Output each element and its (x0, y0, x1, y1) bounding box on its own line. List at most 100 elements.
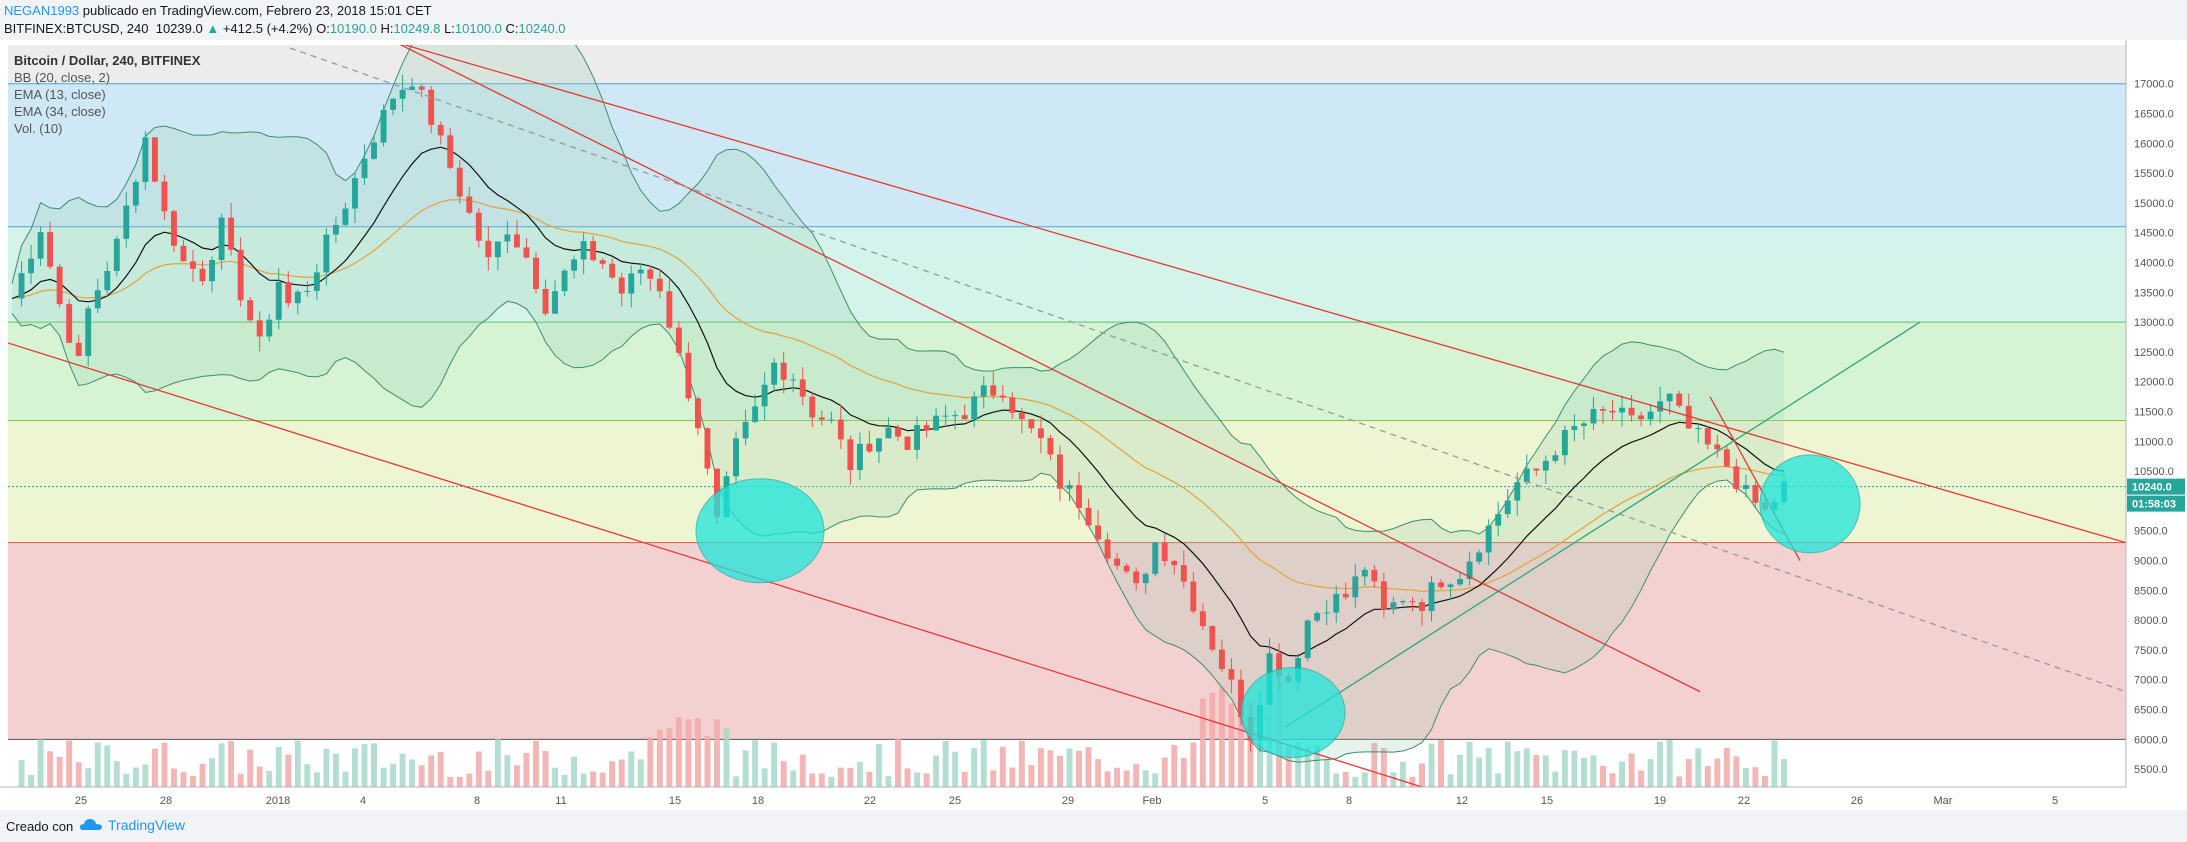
volume-bar (1561, 750, 1568, 787)
candle-body (942, 415, 949, 417)
candle-body (1742, 485, 1749, 489)
x-tick-label: 8 (474, 795, 480, 807)
volume-bar (790, 770, 797, 787)
y-tick-label: 10500.0 (2134, 466, 2174, 478)
volume-bar (904, 768, 911, 787)
y-tick-label: 16500.0 (2134, 109, 2174, 121)
candle-body (75, 342, 82, 356)
legend-ema34[interactable]: EMA (34, close) (14, 104, 106, 119)
volume-bar (875, 743, 882, 787)
candle-body (313, 272, 320, 291)
chart-area[interactable]: 17000.0 16500.0 16000.0 15500.0 15000.0 14500… (0, 40, 2187, 810)
candle-body (228, 217, 235, 250)
volume-bar (1704, 765, 1711, 787)
created-with-label: Creado con (6, 819, 74, 834)
volume-bar (561, 774, 568, 787)
volume-bar (1199, 698, 1206, 787)
volume-bar (171, 768, 177, 787)
candle-body (1352, 576, 1359, 598)
candle-body (628, 273, 635, 294)
candle-body (1733, 466, 1740, 489)
volume-bar (1285, 747, 1292, 787)
volume-bar (1542, 755, 1549, 787)
candle-body (609, 263, 616, 278)
volume-bar (1771, 740, 1778, 787)
candle-body (704, 428, 711, 469)
volume-bar (1761, 775, 1768, 787)
candle-body (733, 438, 739, 477)
volume-bar (1476, 757, 1483, 787)
candle-body (1552, 455, 1559, 461)
candle-body (1504, 500, 1511, 515)
volume-bar (1752, 767, 1759, 787)
candle-body (1638, 415, 1645, 420)
candle-body (1228, 669, 1235, 680)
zone-band (8, 226, 2126, 323)
candle-body (494, 241, 501, 258)
last-price-tag-label: 10240.0 (2132, 482, 2172, 494)
volume-bar (1495, 773, 1502, 787)
candle-body (790, 379, 797, 381)
author-link[interactable]: NEGAN1993 (4, 3, 80, 18)
volume-bar (666, 728, 673, 787)
candle-body (1419, 602, 1425, 612)
candle-body (294, 291, 301, 304)
candle-body (933, 415, 940, 431)
volume-bar (1447, 774, 1454, 787)
candle-body (171, 211, 177, 246)
volume-bar (313, 772, 320, 787)
y-tick-label: 16000.0 (2134, 138, 2174, 150)
y-tick-label: 9500.0 (2134, 526, 2168, 538)
volume-bar (1390, 772, 1397, 787)
volume-bar (847, 767, 854, 787)
candle-body (1485, 525, 1492, 553)
x-tick-label: 28 (160, 795, 172, 807)
candle-body (1447, 584, 1454, 588)
volume-bar (1037, 748, 1044, 787)
low-value: 10100.0 (454, 21, 502, 36)
volume-bar (85, 768, 92, 787)
candle-body (1009, 397, 1016, 413)
tradingview-logo[interactable]: TradingView (80, 817, 185, 833)
volume-bar (990, 770, 997, 787)
volume-bar (390, 763, 397, 787)
highlight-circle (695, 478, 825, 584)
tradingview-brand: TradingView (108, 817, 186, 833)
volume-bar (1609, 773, 1616, 787)
volume-bar (1238, 688, 1244, 787)
publish-line: NEGAN1993 publicado en TradingView.com, … (4, 3, 432, 18)
volume-bar (799, 754, 806, 787)
volume-bar (1104, 771, 1111, 787)
volume-bar (1114, 767, 1121, 787)
candle-body (1714, 444, 1721, 450)
x-tick-label: Feb (1143, 795, 1162, 807)
trend-line (289, 47, 2126, 693)
trend-line (399, 45, 1701, 693)
volume-bar (952, 751, 959, 787)
candle-body (761, 384, 768, 407)
candle-body (323, 234, 330, 273)
legend-ema13[interactable]: EMA (13, close) (14, 87, 106, 102)
volume-bar (1152, 773, 1159, 787)
candle-body (409, 86, 416, 90)
candle-body (428, 89, 435, 125)
volume-bar (1428, 743, 1435, 787)
candle-body (123, 205, 130, 239)
candle-body (1428, 582, 1435, 612)
volume-bar (447, 776, 454, 787)
legend-vol[interactable]: Vol. (10) (14, 121, 63, 136)
legend-bb[interactable]: BB (20, close, 2) (14, 70, 111, 85)
candle-body (352, 178, 358, 209)
volume-bar (285, 754, 292, 787)
candle-body (504, 234, 511, 242)
candle-body (456, 167, 463, 197)
candle-body (151, 137, 158, 182)
candle-body (1180, 565, 1187, 582)
candle-body (390, 98, 397, 110)
price-chart[interactable]: 17000.0 16500.0 16000.0 15500.0 15000.0 14500… (0, 40, 2187, 810)
volume-bar (1123, 770, 1130, 787)
candle-body (580, 241, 587, 260)
volume-bar (523, 753, 530, 787)
candle-body (571, 259, 578, 271)
zone-band (8, 83, 2126, 227)
